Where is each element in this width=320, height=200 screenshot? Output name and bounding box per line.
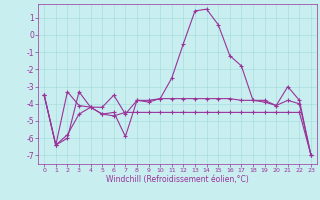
X-axis label: Windchill (Refroidissement éolien,°C): Windchill (Refroidissement éolien,°C) xyxy=(106,175,249,184)
